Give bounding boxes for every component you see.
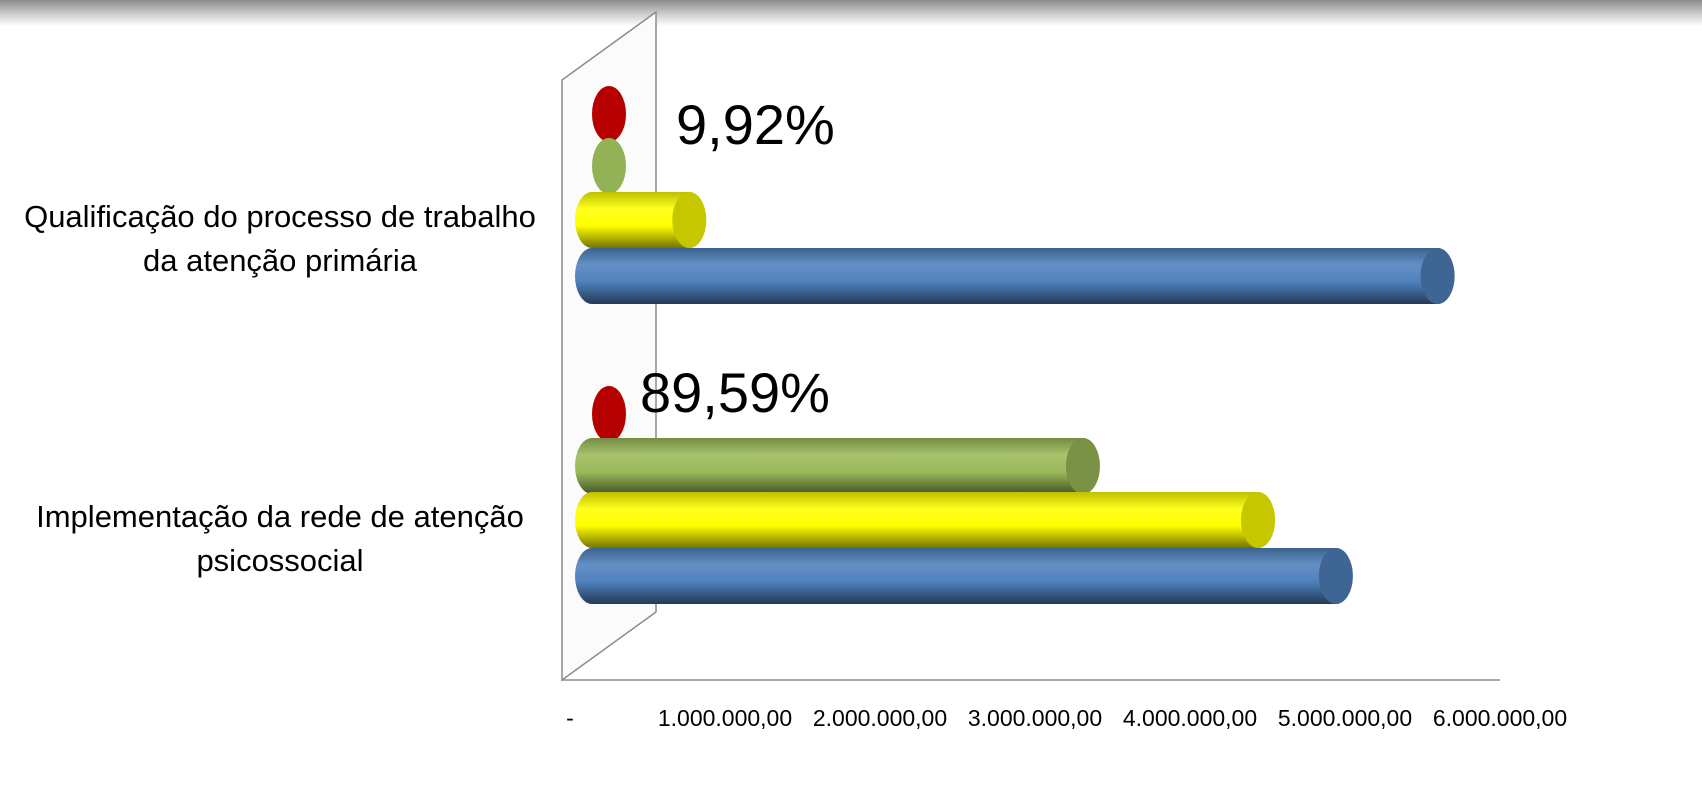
bar-end-cap <box>1241 492 1276 548</box>
bars-group <box>575 86 1455 604</box>
x-tick-label: - <box>566 705 574 731</box>
x-tick-label: 4.000.000,00 <box>1123 705 1257 731</box>
data-label-percent: 89,59% <box>640 361 830 424</box>
data-label-percent: 9,92% <box>676 93 835 156</box>
x-tick-label: 3.000.000,00 <box>968 705 1102 731</box>
bar-body <box>575 248 1455 304</box>
x-tick-label: 5.000.000,00 <box>1278 705 1412 731</box>
bar-end-cap <box>1065 438 1100 494</box>
data-labels-group: 9,92% 89,59% <box>640 93 835 424</box>
category-label-line: da atenção primária <box>143 243 417 278</box>
x-tick-label: 6.000.000,00 <box>1433 705 1567 731</box>
bar-end-cap <box>1318 548 1353 604</box>
bar-body <box>575 438 1100 494</box>
bar-end-cap <box>672 192 707 248</box>
category-label-line: psicossocial <box>196 543 364 578</box>
bar-end-cap <box>1420 248 1455 304</box>
category-label-qualificacao: Qualificação do processo de trabalho da … <box>0 195 560 283</box>
x-axis-ticks: - 1.000.000,00 2.000.000,00 3.000.000,00 4.0… <box>566 705 1567 731</box>
bar-body <box>575 492 1276 549</box>
category-label-line: Qualificação do processo de trabalho <box>24 199 536 234</box>
category-label-line: Implementação da rede de atenção <box>36 499 524 534</box>
top-shadow-band <box>0 0 1702 26</box>
bar-zero-cap <box>592 386 626 442</box>
bar-body <box>575 192 707 249</box>
category-label-implementacao: Implementação da rede de atenção psicoss… <box>0 495 560 583</box>
x-tick-label: 2.000.000,00 <box>813 705 947 731</box>
x-tick-label: 1.000.000,00 <box>658 705 792 731</box>
bar-body <box>575 548 1353 604</box>
bar-zero-cap <box>592 138 626 194</box>
bar-zero-cap <box>592 86 626 142</box>
